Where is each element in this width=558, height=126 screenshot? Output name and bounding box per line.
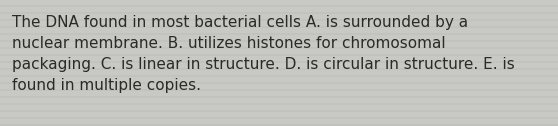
Bar [0,40,558,42]
Bar [0,33,558,35]
Bar [0,110,558,112]
Bar [0,117,558,119]
Bar [0,61,558,63]
Bar [0,26,558,28]
Bar [0,5,558,7]
Bar [0,89,558,91]
Bar [0,47,558,49]
Bar [0,12,558,14]
Bar [0,96,558,98]
Bar [0,124,558,126]
Bar [0,54,558,56]
Bar [0,82,558,84]
Bar [0,103,558,105]
Bar [0,19,558,21]
Text: The DNA found in most bacterial cells A. is surrounded by a
nuclear membrane. B.: The DNA found in most bacterial cells A.… [12,15,515,93]
Bar [0,75,558,77]
Bar [0,68,558,70]
